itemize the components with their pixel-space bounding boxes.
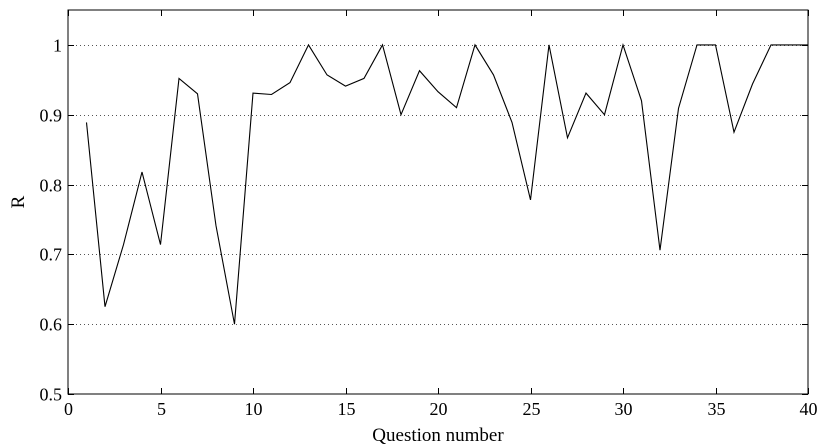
y-tick-label: 0.5: [40, 385, 63, 405]
x-axis-label: Question number: [372, 425, 504, 445]
y-tick-label: 0.7: [40, 245, 63, 265]
series-line: [85, 42, 808, 325]
x-tick-label: 40: [800, 399, 818, 419]
y-tick-label: 0.9: [40, 106, 63, 126]
y-tick-label: 0.8: [40, 176, 63, 196]
x-tick-label: 10: [245, 399, 263, 419]
x-tick-label: 20: [430, 399, 448, 419]
grid-lines: [68, 45, 808, 325]
series-layer: [85, 42, 808, 325]
y-axis-label: R: [8, 195, 29, 208]
x-tick-label: 5: [157, 399, 166, 419]
x-tick-label: 25: [523, 399, 541, 419]
x-tick-label: 0: [64, 399, 73, 419]
y-tick-label: 1: [53, 36, 62, 56]
tick-labels: 0.50.60.70.80.910 5 10 15 20 25 30 35 40: [40, 36, 818, 420]
x-tick-label: 35: [708, 399, 726, 419]
x-tick-label: 15: [338, 399, 356, 419]
x-tick-label: 30: [615, 399, 633, 419]
y-tick-label: 0.6: [40, 315, 63, 335]
plot-area-frame: [67, 9, 809, 395]
